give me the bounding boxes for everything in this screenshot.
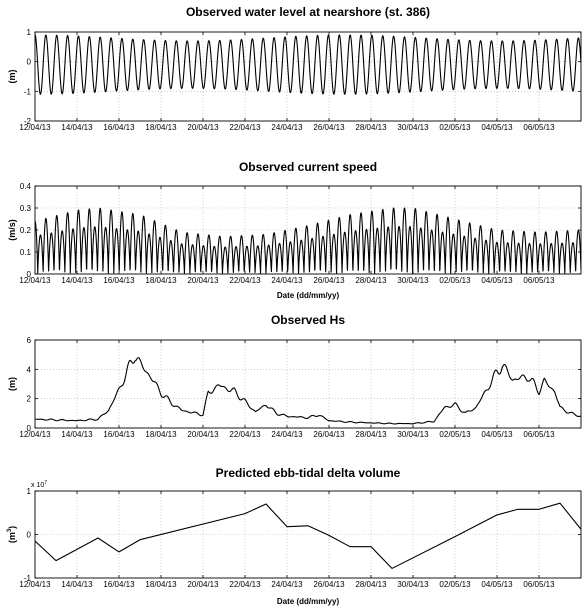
y-tick-label: 0.2 (20, 226, 32, 235)
y-tick-label: 0 (27, 424, 32, 433)
x-tick-label: 26/04/13 (313, 580, 345, 589)
x-tick-label: 24/04/13 (271, 276, 303, 285)
x-tick-label: 04/05/13 (481, 123, 513, 132)
x-tick-label: 06/05/13 (523, 430, 555, 439)
x-tick-label: 12/04/13 (19, 580, 51, 589)
x-tick-label: 18/04/13 (145, 580, 177, 589)
y-axis-label: (m3) (7, 526, 17, 543)
y-tick-label: 0.1 (20, 248, 32, 257)
y-tick-label: 6 (27, 336, 32, 345)
x-tick-label: 24/04/13 (271, 123, 303, 132)
x-tick-label: 14/04/13 (61, 430, 93, 439)
data-line (35, 502, 581, 569)
y-axis-label-superscript: 3 (7, 528, 13, 532)
x-tick-label: 14/04/13 (61, 276, 93, 285)
x-tick-label: 30/04/13 (397, 430, 429, 439)
x-tick-label: 14/04/13 (61, 580, 93, 589)
x-tick-label: 20/04/13 (187, 580, 219, 589)
data-line (35, 357, 581, 425)
x-axis-label: Date (dd/mm/yy) (277, 291, 340, 300)
x-tick-label: 12/04/13 (19, 430, 51, 439)
x-tick-label: 18/04/13 (145, 430, 177, 439)
x-tick-label: 20/04/13 (187, 123, 219, 132)
y-tick-label: 2 (27, 395, 32, 404)
x-tick-label: 14/04/13 (61, 123, 93, 132)
x-axis-label: Date (dd/mm/yy) (277, 597, 340, 606)
y-tick-label: 0 (27, 270, 32, 279)
x-tick-label: 22/04/13 (229, 430, 261, 439)
y-tick-label: 0.3 (20, 204, 32, 213)
chart-panel-2: Observed current speed 12/04/13 14/04/13 16… (7, 160, 582, 300)
y-exponent-power: 7 (44, 480, 47, 486)
y-exponent-label: x 107 (31, 480, 47, 489)
data-line (35, 207, 581, 274)
x-tick-label: 26/04/13 (313, 430, 345, 439)
x-tick-label: 12/04/13 (19, 123, 51, 132)
x-tick-label: 28/04/13 (355, 430, 387, 439)
x-tick-label: 06/05/13 (523, 276, 555, 285)
y-tick-label: 0 (27, 531, 32, 540)
y-axis-label: (m) (7, 70, 17, 84)
data-line (35, 34, 581, 95)
x-tick-label: 28/04/13 (355, 276, 387, 285)
y-axis-label-close: ) (7, 526, 17, 529)
y-axis-label: (m) (7, 377, 17, 391)
chart-panel-1: Observed water level at nearshore (st. 3… (7, 5, 582, 132)
x-tick-label: 26/04/13 (313, 276, 345, 285)
x-tick-label: 04/05/13 (481, 430, 513, 439)
x-tick-label: 16/04/13 (103, 123, 135, 132)
y-axis-label: (m/s) (7, 219, 17, 241)
x-tick-label: 18/04/13 (145, 123, 177, 132)
y-tick-label: 1 (27, 487, 32, 496)
x-tick-label: 26/04/13 (313, 123, 345, 132)
chart-title: Observed current speed (239, 160, 377, 174)
y-tick-label: -1 (24, 87, 32, 96)
y-tick-label: -1 (24, 574, 32, 583)
x-tick-label: 16/04/13 (103, 430, 135, 439)
x-tick-label: 30/04/13 (397, 123, 429, 132)
y-tick-label: 4 (27, 365, 32, 374)
x-tick-label: 18/04/13 (145, 276, 177, 285)
x-tick-label: 30/04/13 (397, 580, 429, 589)
x-tick-label: 28/04/13 (355, 123, 387, 132)
x-tick-label: 20/04/13 (187, 276, 219, 285)
x-tick-label: 16/04/13 (103, 580, 135, 589)
y-tick-label: 0 (27, 58, 32, 67)
x-tick-label: 04/05/13 (481, 580, 513, 589)
x-tick-label: 02/05/13 (439, 430, 471, 439)
chart-title: Observed Hs (271, 313, 345, 327)
x-tick-label: 20/04/13 (187, 430, 219, 439)
x-tick-label: 24/04/13 (271, 430, 303, 439)
x-tick-label: 06/05/13 (523, 580, 555, 589)
x-tick-label: 22/04/13 (229, 123, 261, 132)
x-tick-label: 28/04/13 (355, 580, 387, 589)
x-tick-label: 12/04/13 (19, 276, 51, 285)
x-tick-label: 04/05/13 (481, 276, 513, 285)
x-tick-label: 24/04/13 (271, 580, 303, 589)
x-tick-label: 06/05/13 (523, 123, 555, 132)
x-tick-label: 02/05/13 (439, 276, 471, 285)
chart-panel-4: Predicted ebb-tidal delta volume 12/04/13… (7, 466, 582, 606)
chart-title: Predicted ebb-tidal delta volume (216, 466, 401, 480)
chart-title: Observed water level at nearshore (st. 3… (186, 5, 430, 19)
x-tick-label: 02/05/13 (439, 580, 471, 589)
chart-panel-3: Observed Hs 12/04/13 14/04/13 16/04/13 18/04… (7, 313, 582, 439)
y-tick-label: 0.4 (20, 182, 32, 191)
x-tick-label: 30/04/13 (397, 276, 429, 285)
axes-frame (34, 31, 582, 122)
x-tick-label: 22/04/13 (229, 276, 261, 285)
y-tick-label: -2 (24, 117, 32, 126)
x-tick-label: 22/04/13 (229, 580, 261, 589)
x-tick-label: 16/04/13 (103, 276, 135, 285)
x-tick-label: 02/05/13 (439, 123, 471, 132)
y-tick-label: 1 (27, 28, 32, 37)
axes-frame (34, 339, 582, 429)
